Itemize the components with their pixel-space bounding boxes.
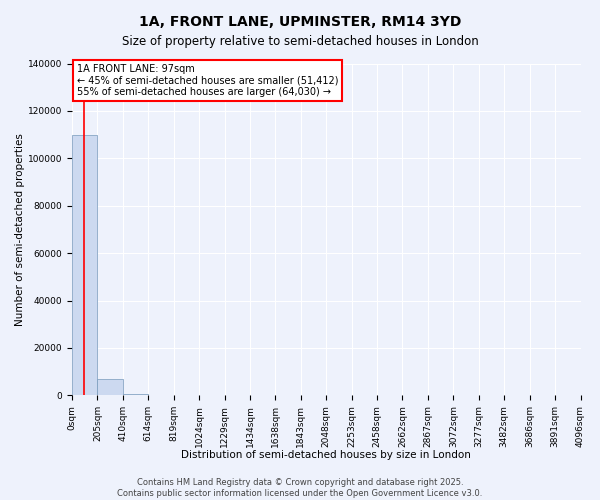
Y-axis label: Number of semi-detached properties: Number of semi-detached properties <box>15 133 25 326</box>
Bar <box>72 134 97 396</box>
Bar <box>97 379 123 396</box>
Bar <box>123 394 148 396</box>
Text: 1A FRONT LANE: 97sqm
← 45% of semi-detached houses are smaller (51,412)
55% of s: 1A FRONT LANE: 97sqm ← 45% of semi-detac… <box>77 64 338 96</box>
Text: 1A, FRONT LANE, UPMINSTER, RM14 3YD: 1A, FRONT LANE, UPMINSTER, RM14 3YD <box>139 15 461 29</box>
Text: Contains HM Land Registry data © Crown copyright and database right 2025.
Contai: Contains HM Land Registry data © Crown c… <box>118 478 482 498</box>
X-axis label: Distribution of semi-detached houses by size in London: Distribution of semi-detached houses by … <box>181 450 471 460</box>
Text: Size of property relative to semi-detached houses in London: Size of property relative to semi-detach… <box>122 35 478 48</box>
